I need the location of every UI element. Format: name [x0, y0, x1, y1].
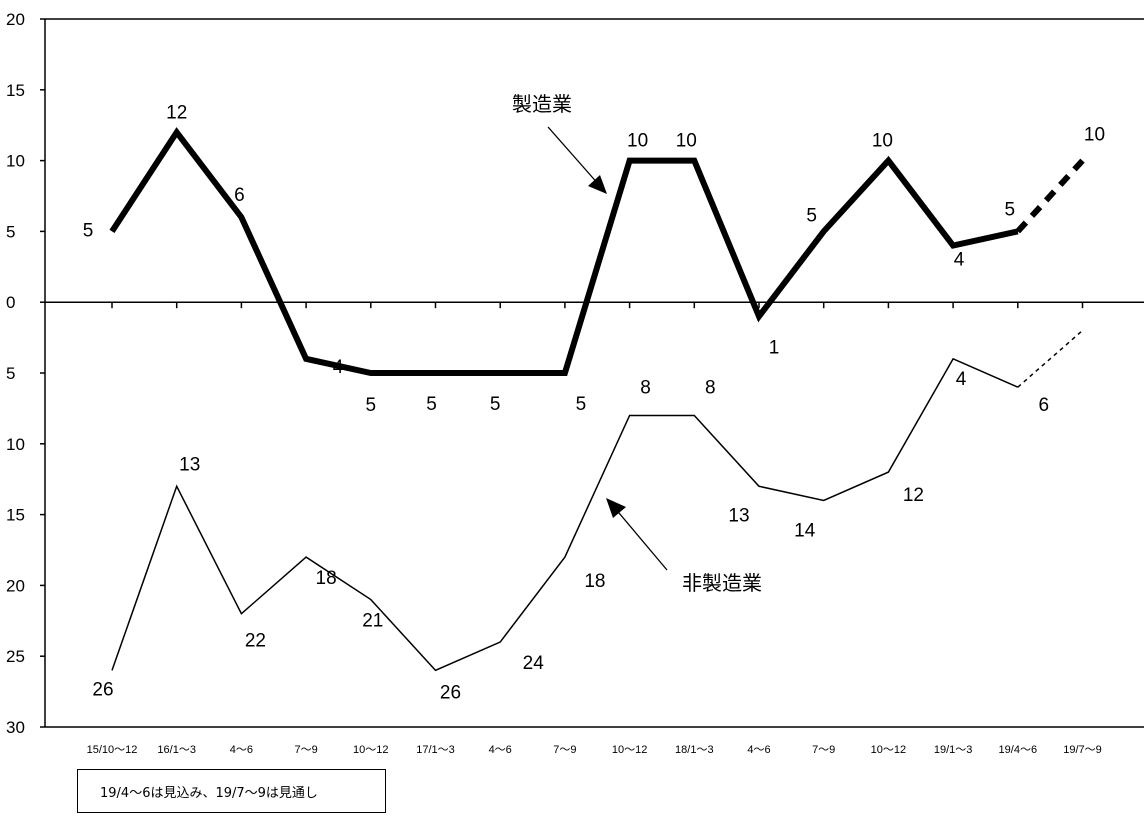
y-tick-label: 25	[6, 647, 25, 666]
nonmanufacturing-data-label: 12	[903, 485, 924, 506]
manufacturing-data-label: 6	[234, 185, 245, 206]
x-tick-label: 15/10～12	[87, 744, 138, 756]
manufacturing-data-label: 4	[333, 357, 344, 378]
nonmanufacturing-data-label: 8	[640, 377, 651, 398]
manufacturing-data-label: 5	[806, 205, 817, 226]
x-tick-label: 7～9	[812, 744, 835, 756]
nonmanufacturing-data-label: 8	[705, 377, 716, 398]
x-tick-label: 7～9	[553, 744, 576, 756]
manufacturing-data-label: 10	[872, 131, 893, 152]
x-tick-label: 4～6	[489, 744, 512, 756]
manufacturing-series-label: 製造業	[512, 92, 572, 116]
nonmanufacturing-line	[111, 357, 1019, 672]
nonmanufacturing-forecast-line	[1017, 329, 1083, 388]
x-tick-label: 19/7～9	[1063, 744, 1102, 756]
x-tick-label: 10～12	[612, 744, 647, 756]
nonmanufacturing-data-label: 4	[956, 369, 967, 390]
manufacturing-arrow-shaft	[547, 126, 601, 187]
nonmanufacturing-data-label: 13	[179, 454, 200, 475]
nonmanufacturing-series-label: 非製造業	[682, 571, 762, 595]
manufacturing-data-label: 10	[627, 131, 648, 152]
forecast-note: 19/4～6は見込み、19/7～9は見通し	[77, 769, 386, 813]
nonmanufacturing-data-label: 26	[92, 679, 113, 700]
y-tick-label: 0	[6, 293, 15, 312]
nonmanufacturing-data-label: 18	[316, 568, 337, 589]
manufacturing-data-label: 10	[676, 131, 697, 152]
manufacturing-data-label: 5	[1005, 199, 1016, 220]
y-tick-label: 15	[6, 81, 25, 100]
nonmanufacturing-data-label: 6	[1039, 395, 1050, 416]
y-tick-label: 10	[6, 152, 25, 171]
nonmanufacturing-arrowhead	[606, 498, 626, 518]
x-tick-label: 19/1～3	[934, 744, 973, 756]
forecast-note-text: 19/4～6は見込み、19/7～9は見通し	[100, 785, 318, 801]
nonmanufacturing-data-label: 21	[362, 611, 383, 632]
nonmanufacturing-data-label: 14	[794, 520, 816, 541]
y-tick-label: 5	[6, 222, 15, 241]
y-tick-label: 10	[6, 435, 25, 454]
x-tick-label: 4～6	[747, 744, 770, 756]
y-tick-label: 20	[6, 10, 25, 29]
x-tick-label: 10～12	[871, 744, 906, 756]
x-tick-label: 19/4～6	[999, 744, 1038, 756]
x-tick-label: 4～6	[230, 744, 253, 756]
y-tick-label: 30	[6, 718, 25, 737]
series-lines	[109, 127, 1085, 672]
y-tick-label: 20	[6, 576, 25, 595]
nonmanufacturing-data-label: 13	[728, 505, 749, 526]
x-tick-label: 7～9	[294, 744, 317, 756]
x-tick-label: 16/1～3	[157, 744, 196, 756]
x-tick-label: 17/1～3	[416, 744, 455, 756]
manufacturing-data-label: 4	[954, 250, 965, 271]
manufacturing-arrowhead	[588, 175, 607, 194]
x-tick-label: 18/1～3	[675, 744, 714, 756]
nonmanufacturing-data-label: 24	[523, 653, 545, 674]
nonmanufacturing-data-label: 26	[440, 682, 461, 703]
manufacturing-data-label: 5	[490, 394, 501, 415]
data-labels: 5 12 6 4 5 5 5 5 10 10 1 5 10 4 5 10 26 13 22 18 21 26 24 18 8 8 1…	[83, 102, 1105, 703]
manufacturing-data-label: 5	[576, 394, 587, 415]
manufacturing-forecast-line	[1015, 158, 1085, 234]
nonmanufacturing-arrow-shaft	[613, 506, 668, 571]
x-tick-label: 10～12	[353, 744, 388, 756]
manufacturing-data-label: 5	[366, 395, 377, 416]
manufacturing-line	[109, 127, 1019, 376]
nonmanufacturing-data-label: 22	[245, 631, 266, 652]
manufacturing-data-label: 1	[769, 337, 780, 358]
axes	[40, 18, 1144, 728]
manufacturing-data-label: 10	[1084, 125, 1105, 146]
manufacturing-data-label: 12	[166, 102, 187, 123]
manufacturing-data-label: 5	[83, 220, 94, 241]
nonmanufacturing-data-label: 18	[584, 571, 605, 592]
y-tick-label: 15	[6, 506, 25, 525]
y-tick-label: 5	[6, 364, 15, 383]
manufacturing-data-label: 5	[426, 394, 437, 415]
